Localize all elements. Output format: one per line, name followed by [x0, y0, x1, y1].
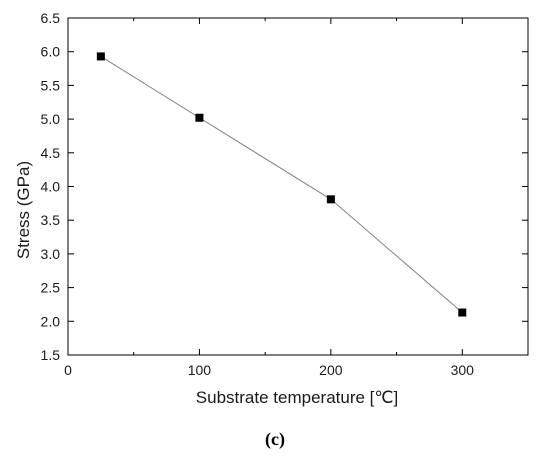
y-tick-label: 1.5 [41, 347, 61, 363]
x-axis-title: Substrate temperature [℃] [196, 388, 398, 407]
y-tick-label: 5.0 [41, 111, 61, 127]
y-axis-title: Stress (GPa) [14, 161, 33, 259]
data-point [326, 195, 335, 204]
y-tick-label: 5.5 [41, 77, 61, 93]
x-tick-label: 300 [451, 362, 475, 378]
y-tick-label: 3.5 [41, 212, 61, 228]
x-tick-label: 200 [319, 362, 343, 378]
y-tick-label: 4.5 [41, 145, 61, 161]
data-point [195, 113, 204, 122]
plot-frame [67, 17, 529, 356]
data-point [458, 308, 467, 317]
y-tick-label: 4.0 [41, 179, 61, 195]
y-tick-label: 2.0 [41, 313, 61, 329]
y-tick-label: 2.5 [41, 280, 61, 296]
y-tick-label: 6.0 [41, 44, 61, 60]
series-line [100, 55, 463, 313]
plot-layer: 0 100 200 300 1.5 2.0 2.5 3.0 3.5 4.0 4.5 5.0 5.5 6.0… [41, 10, 529, 378]
x-tick-label: 0 [64, 362, 72, 378]
data-point [96, 52, 105, 61]
y-tick-label: 3.0 [41, 246, 61, 262]
y-tick-label: 6.5 [41, 10, 61, 26]
x-tick-label: 100 [188, 362, 212, 378]
panel-label: (c) [265, 429, 285, 450]
